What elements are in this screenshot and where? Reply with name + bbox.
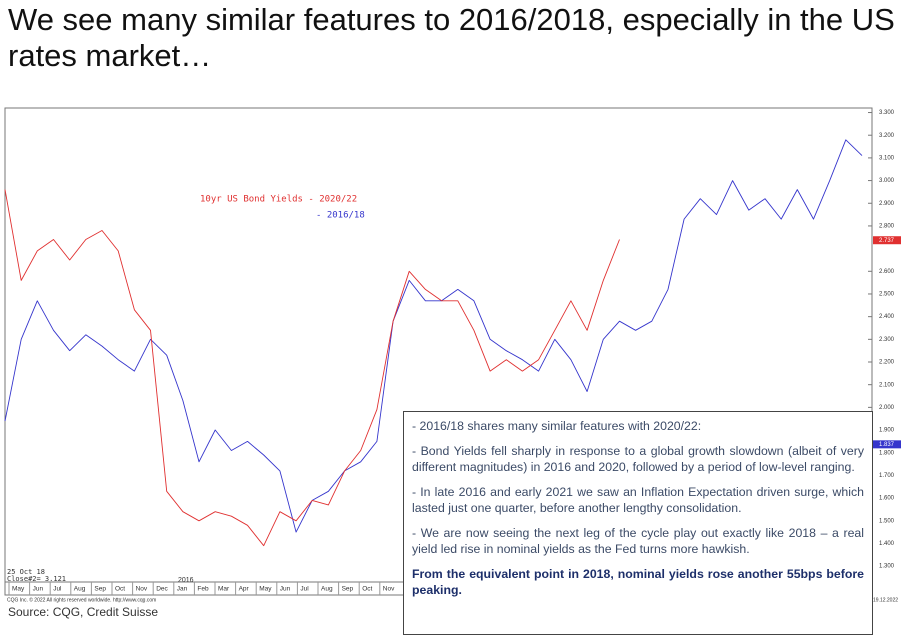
- y-tick-label: 1.600: [879, 496, 895, 502]
- date-stamp: 19.12.2022: [873, 597, 898, 603]
- y-tick-label: 2.300: [879, 337, 895, 343]
- month-label: Nov: [383, 586, 395, 593]
- source: Source: CQG, Credit Suisse: [8, 605, 159, 619]
- y-tick-label: 1.400: [879, 541, 895, 547]
- series-line: [4, 139, 863, 533]
- y-tick-label: 1.900: [879, 428, 895, 434]
- legend-blue: - 2016/18: [316, 211, 365, 221]
- month-label: Jun: [33, 586, 44, 593]
- y-tick-label: 2.600: [879, 269, 895, 275]
- y-tick-label: 1.800: [879, 450, 895, 456]
- last-marker-label: 1.837: [879, 442, 895, 448]
- month-label: May: [259, 586, 272, 593]
- note-paragraph: - Bond Yields fell sharply in response t…: [412, 444, 864, 474]
- y-tick-label: 2.800: [879, 224, 895, 230]
- y-tick-label: 3.000: [879, 178, 895, 184]
- y-tick-label: 2.100: [879, 382, 895, 388]
- y-tick-label: 3.300: [879, 110, 895, 116]
- month-label: Jun: [280, 586, 291, 593]
- y-tick-label: 2.900: [879, 201, 895, 207]
- y-tick-label: 2.200: [879, 360, 895, 366]
- cursor-close: Close#2= 3.121: [7, 575, 66, 583]
- note-conclusion: From the equivalent point in 2018, nomin…: [412, 567, 864, 597]
- y-tick-label: 3.200: [879, 133, 895, 139]
- month-label: Jul: [300, 586, 309, 593]
- month-label: Apr: [239, 586, 250, 593]
- month-label: Jan: [177, 586, 188, 593]
- y-tick-label: 3.100: [879, 155, 895, 161]
- y-tick-label: 2.400: [879, 314, 895, 320]
- year-label: 2016: [178, 577, 194, 584]
- copyright: CQG Inc. © 2022 All rights reserved worl…: [7, 596, 156, 603]
- month-label: Jul: [53, 586, 62, 593]
- y-tick-label: 1.500: [879, 518, 895, 524]
- last-marker: [873, 440, 901, 449]
- note-paragraph: - In late 2016 and early 2021 we saw an …: [412, 485, 864, 515]
- month-label: Feb: [197, 586, 209, 593]
- month-label: Oct: [362, 586, 372, 593]
- month-label: Sep: [342, 586, 354, 593]
- month-label: May: [12, 586, 25, 593]
- month-label: Mar: [218, 586, 230, 593]
- series-line: [4, 189, 620, 547]
- cursor-date: 25 Oct 18: [7, 568, 45, 576]
- title: We see many similar features to 2016/201…: [8, 2, 895, 73]
- y-tick-label: 1.300: [879, 564, 895, 570]
- month-label: Nov: [136, 586, 148, 593]
- legend-red: 10yr US Bond Yields - 2020/22: [200, 195, 357, 205]
- month-label: Oct: [115, 586, 125, 593]
- y-tick-label: 2.000: [879, 405, 895, 411]
- month-label: Dec: [156, 586, 168, 593]
- note-paragraph: - We are now seeing the next leg of the …: [412, 526, 864, 556]
- y-tick-label: 1.700: [879, 473, 895, 479]
- note-box: - 2016/18 shares many similar features w…: [403, 411, 873, 635]
- last-marker-label: 2.737: [879, 238, 895, 244]
- note-paragraph: - 2016/18 shares many similar features w…: [412, 419, 702, 433]
- last-marker: [873, 236, 901, 245]
- month-label: Sep: [94, 586, 106, 593]
- month-label: Aug: [74, 586, 86, 593]
- month-label: Aug: [321, 586, 333, 593]
- y-tick-label: 2.500: [879, 292, 895, 298]
